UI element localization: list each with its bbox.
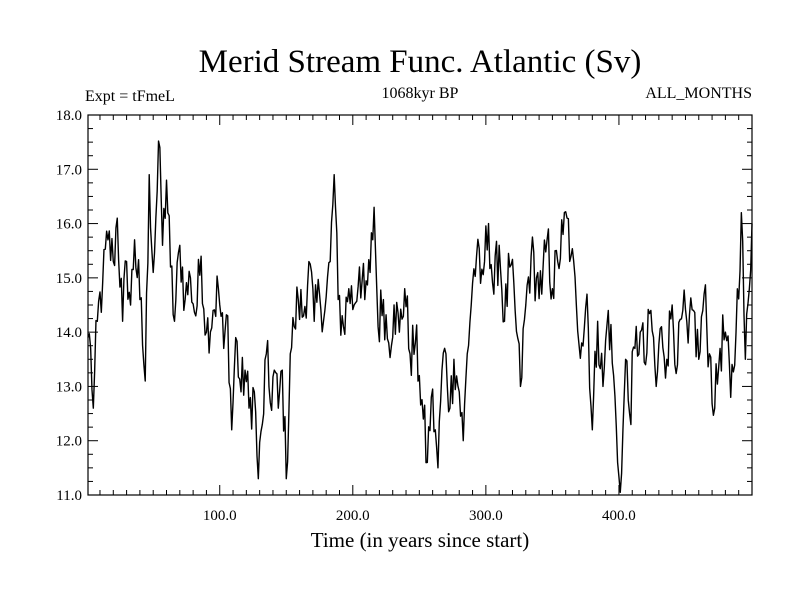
y-tick-label: 12.0 bbox=[56, 434, 82, 450]
x-tick-label: 100.0 bbox=[203, 508, 237, 524]
expt-label: Expt = tFmeL bbox=[85, 88, 175, 105]
x-axis-label: Time (in years since start) bbox=[311, 528, 530, 552]
y-tick-label: 11.0 bbox=[56, 488, 82, 504]
plot-frame bbox=[87, 114, 753, 496]
y-tick-label: 15.0 bbox=[56, 271, 82, 287]
x-tick-label: 300.0 bbox=[469, 508, 503, 524]
months-label: ALL_MONTHS bbox=[645, 85, 752, 102]
y-tick-label: 16.0 bbox=[56, 217, 82, 233]
y-tick-label: 18.0 bbox=[56, 108, 82, 124]
plot-area: 11.0 12.0 13.0 14.0 15.0 16.0 17.0 18.0 100.0 200… bbox=[56, 108, 753, 524]
y-tick-label: 17.0 bbox=[56, 162, 82, 178]
x-tick-label: 200.0 bbox=[336, 508, 370, 524]
x-tick-label: 400.0 bbox=[602, 508, 636, 524]
chart-title: Merid Stream Func. Atlantic (Sv) bbox=[199, 44, 642, 80]
y-tick-label: 14.0 bbox=[56, 325, 82, 341]
time-period-label: 1068kyr BP bbox=[382, 85, 459, 102]
series-line bbox=[87, 140, 753, 493]
y-tick-label: 13.0 bbox=[56, 379, 82, 395]
